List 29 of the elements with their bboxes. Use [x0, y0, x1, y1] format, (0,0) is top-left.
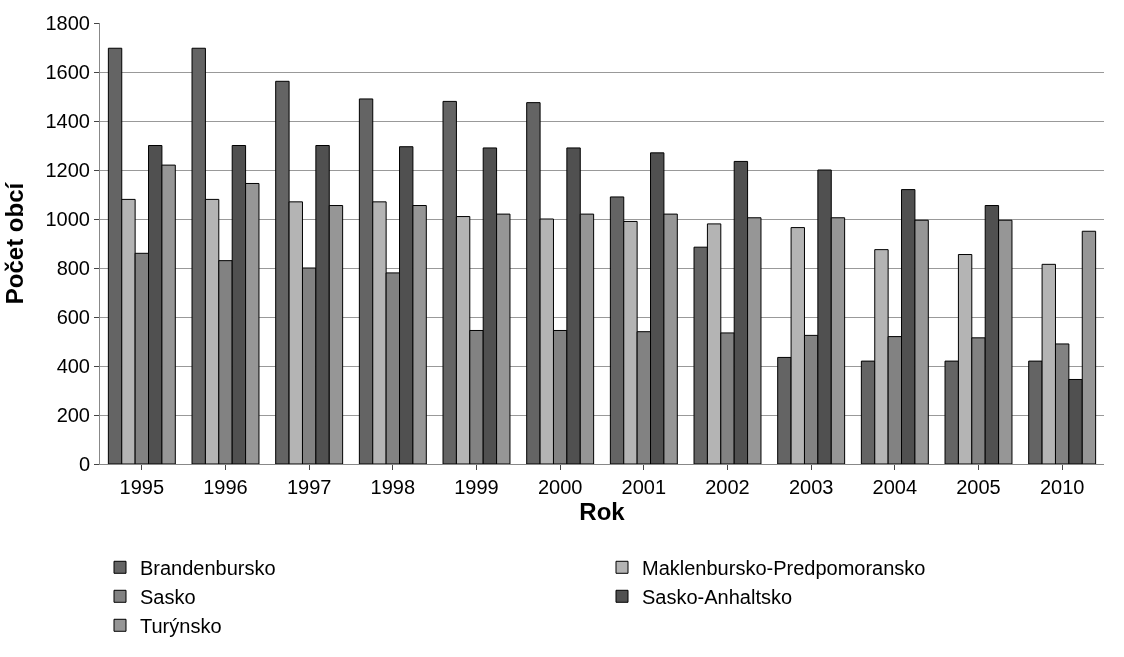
x-tick-label: 1998	[370, 476, 416, 498]
x-tick-label: 2010	[1039, 476, 1085, 498]
legend-label: Maklenbursko-Predpomoransko	[642, 557, 926, 580]
y-tick-label: 0	[78, 453, 90, 475]
y-tick-label: 400	[56, 355, 90, 377]
x-axis-title: Rok	[579, 498, 626, 525]
y-tick-label: 1600	[45, 61, 90, 83]
y-tick-label: 1800	[45, 12, 90, 34]
y-axis-title: Počet obcí	[0, 181, 28, 305]
x-tick-label: 2003	[788, 476, 834, 498]
y-tick-label: 1000	[45, 208, 90, 230]
y-tick-label: 800	[56, 257, 90, 279]
legend-label: Sasko-Anhaltsko	[642, 586, 793, 609]
x-tick-label: 2000	[537, 476, 583, 498]
x-tick-label: 2004	[872, 476, 918, 498]
y-tick-label: 1400	[45, 110, 90, 132]
x-tick-label: 1996	[203, 476, 248, 498]
legend-label: Brandenbursko	[140, 557, 276, 580]
legend-label: Sasko	[140, 586, 196, 609]
x-tick-label: 2005	[956, 476, 1001, 498]
x-tick-label: 2001	[621, 476, 667, 498]
x-tick-label: 1995	[119, 476, 165, 498]
y-tick-label: 1200	[45, 159, 90, 181]
y-tick-label: 200	[56, 404, 90, 426]
legend-label: Turýnsko	[140, 615, 222, 638]
y-tick-label: 600	[56, 306, 90, 328]
x-tick-label: 2002	[705, 476, 750, 498]
x-tick-label: 1999	[454, 476, 499, 498]
x-tick-label: 1997	[286, 476, 332, 498]
